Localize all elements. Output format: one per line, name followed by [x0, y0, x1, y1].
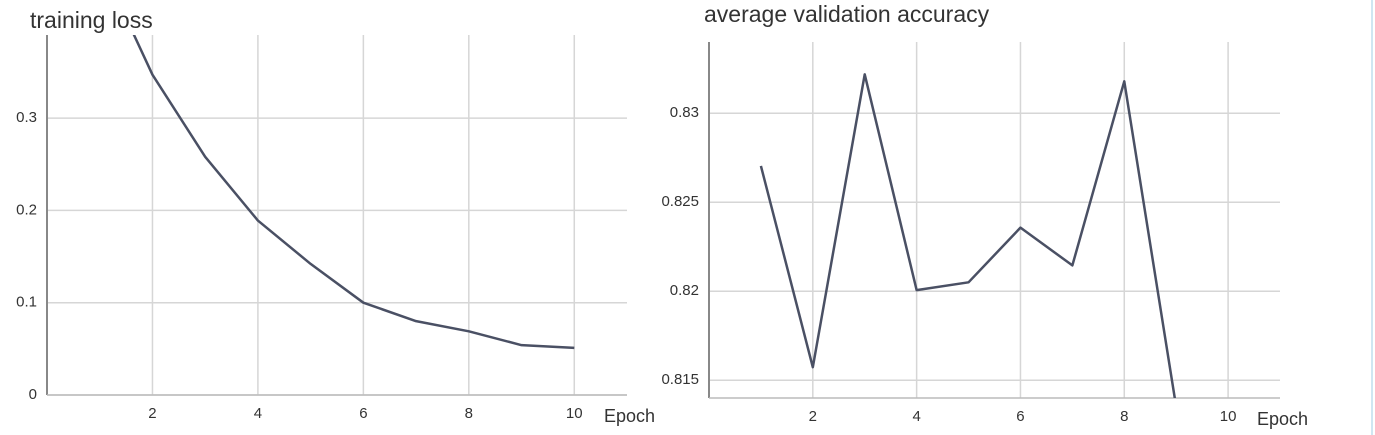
y-tick-label: 0.815: [661, 371, 699, 388]
chart-title: training loss: [30, 7, 153, 33]
x-tick-label: 6: [359, 405, 367, 422]
x-axis-label: Epoch: [604, 406, 655, 426]
x-tick-label: 6: [1016, 408, 1024, 425]
chart-title: average validation accuracy: [704, 1, 990, 27]
y-tick-label: 0: [29, 386, 37, 403]
plot-area: [132, 35, 575, 350]
data-line: [759, 73, 1177, 398]
y-tick-label: 0.82: [670, 282, 699, 299]
x-tick-label: 4: [254, 405, 262, 422]
x-tick-label: 8: [1120, 408, 1128, 425]
x-tick-label: 2: [148, 405, 156, 422]
y-tick-label: 0.2: [16, 201, 37, 218]
y-tick-label: 0.3: [16, 109, 37, 126]
y-tick-label: 0.83: [670, 104, 699, 121]
y-tick-label: 0.1: [16, 294, 37, 311]
x-tick-label: 10: [566, 405, 583, 422]
data-line: [132, 35, 575, 350]
plot-area: [759, 73, 1177, 398]
x-tick-label: 8: [465, 405, 473, 422]
y-tick-label: 0.825: [661, 193, 699, 210]
x-tick-label: 10: [1220, 408, 1237, 425]
x-tick-label: 2: [809, 408, 817, 425]
x-axis-label: Epoch: [1257, 409, 1308, 429]
x-tick-label: 4: [912, 408, 920, 425]
